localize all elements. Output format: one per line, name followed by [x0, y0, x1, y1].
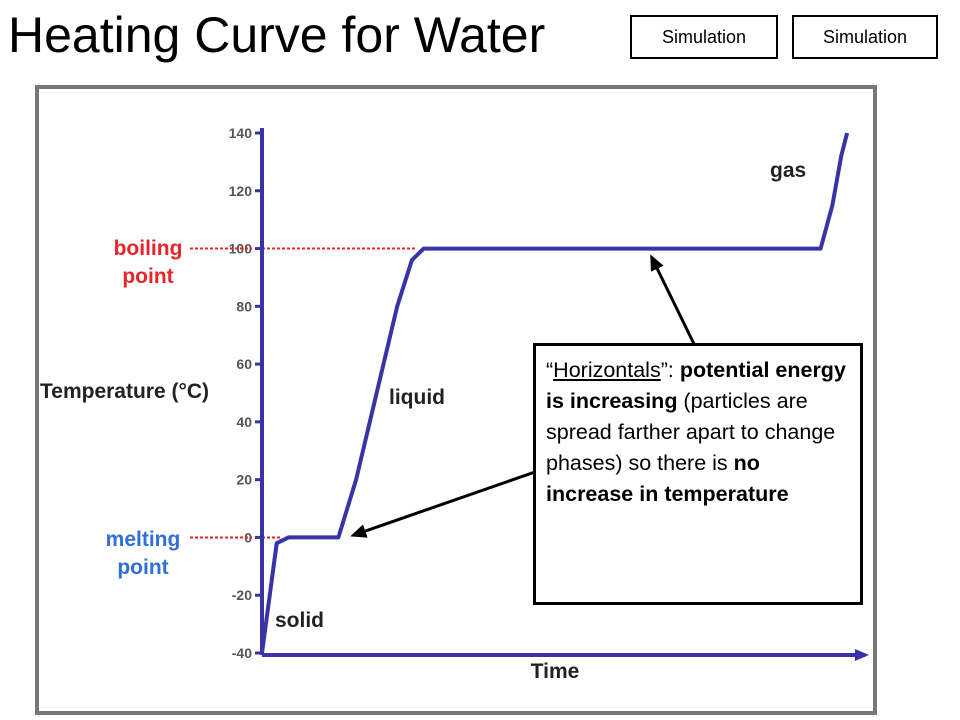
y-tick-label: -20 — [232, 587, 252, 603]
x-axis-label: Time — [531, 660, 580, 683]
callout-sep: : — [667, 358, 680, 382]
y-axis-label: Temperature (°C) — [40, 380, 209, 403]
annotation-line: boiling — [114, 237, 183, 260]
callout-quote-open: “ — [546, 358, 554, 382]
boiling-point-label: boiling point — [114, 237, 183, 288]
page-title: Heating Curve for Water — [8, 7, 546, 63]
y-tick-label: 20 — [236, 472, 252, 488]
simulation-button-1[interactable]: Simulation — [630, 15, 778, 59]
callout-quote-close: ” — [660, 358, 668, 382]
simulation-button-2[interactable]: Simulation — [792, 15, 938, 59]
y-tick-label: 80 — [236, 298, 252, 314]
y-tick-label: -40 — [232, 645, 252, 661]
callout-bold-2: no increase in temperature — [546, 451, 789, 506]
callout-arrow-upper — [650, 254, 697, 347]
solid-label: solid — [275, 609, 324, 632]
gas-label: gas — [770, 159, 806, 182]
y-tick-label: 60 — [236, 356, 252, 372]
callout-term: Horizontals — [553, 358, 661, 382]
callout-arrow-lower — [350, 470, 536, 538]
liquid-label: liquid — [389, 386, 445, 409]
callout-bold-1: potential energy is increasing — [546, 358, 846, 413]
callout-normal-1: (particles are spread farther apart to c… — [546, 389, 836, 475]
y-tick-label: 140 — [229, 125, 253, 141]
heating-curve-line — [260, 132, 850, 654]
y-tick-label: 40 — [236, 414, 252, 430]
callout-box: “Horizontals”: potential energy is incre… — [533, 343, 863, 605]
annotation-line: point — [122, 265, 173, 288]
y-tick-label: 120 — [229, 183, 253, 199]
annotation-line: melting — [106, 528, 181, 551]
y-tick-label: 0 — [244, 529, 252, 545]
melting-point-label: melting point — [106, 528, 181, 579]
annotation-line: point — [117, 556, 168, 579]
